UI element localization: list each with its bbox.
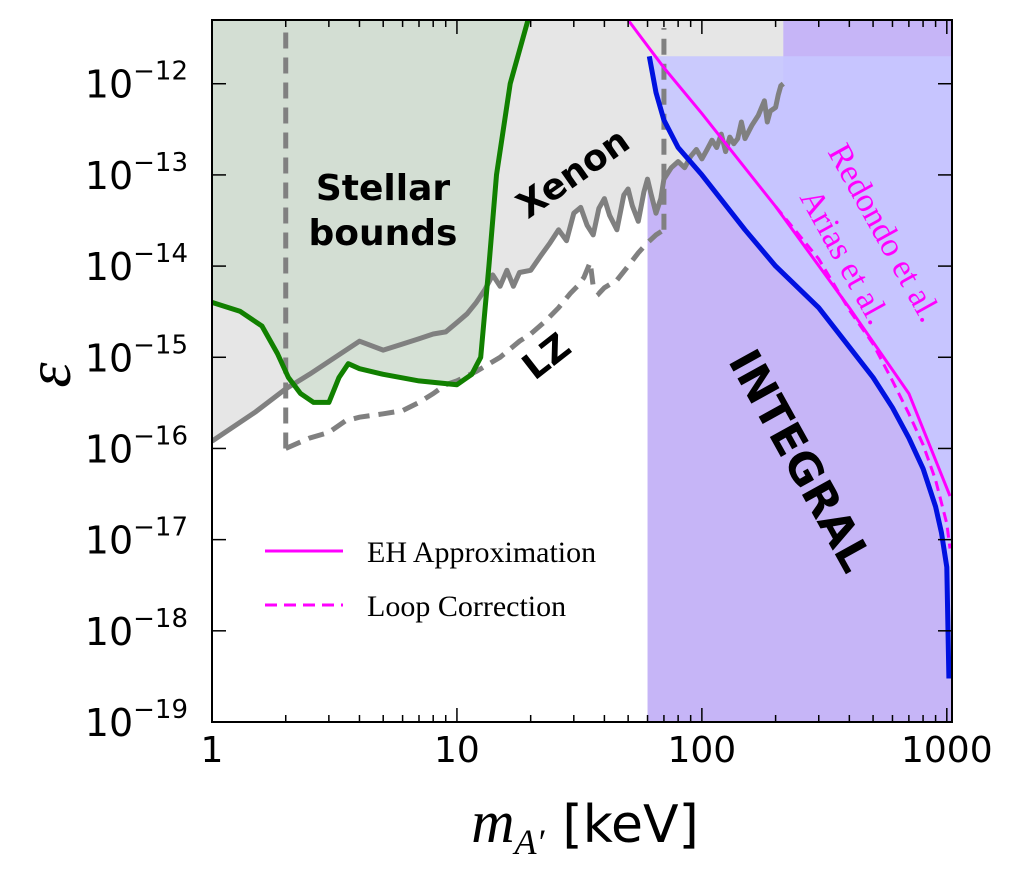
x-axis-label: mA′ [keV] — [471, 789, 699, 862]
y-tick-label: 10−19 — [85, 695, 188, 745]
legend: EH Approximation Loop Correction — [265, 536, 596, 623]
lz-annotation: LZ — [515, 326, 579, 389]
legend-label-eh: EH Approximation — [367, 536, 596, 569]
y-axis-label: ε — [13, 362, 84, 388]
integral-curve — [646, 55, 952, 679]
x-axis-label-subscript: A′ — [513, 822, 546, 862]
y-tick-labels: 10−12 10−13 10−14 10−15 10−16 10−17 10−18 10−19 — [85, 57, 188, 745]
y-tick-label: 10−14 — [85, 239, 188, 289]
x-tick-label: 100 — [668, 730, 737, 771]
x-tick-label: 1000 — [901, 730, 993, 771]
x-tick-labels: 1 10 100 1000 — [201, 730, 993, 771]
x-tick-label: 10 — [434, 730, 480, 771]
x-tick-label: 1 — [201, 730, 224, 771]
y-tick-label: 10−16 — [85, 421, 188, 471]
stellar-annotation-line1: Stellar — [316, 168, 451, 209]
y-tick-label: 10−15 — [85, 330, 188, 380]
integral-excluded-region — [649, 56, 952, 679]
y-tick-label: 10−18 — [85, 604, 188, 654]
stellar-excluded-region — [212, 20, 528, 403]
axis-ticks — [211, 20, 952, 723]
y-tick-label: 10−17 — [85, 513, 188, 563]
xenon-curve — [212, 81, 785, 444]
y-tick-label: 10−12 — [85, 57, 188, 107]
x-axis-label-symbol: m — [471, 789, 514, 855]
plot-area — [212, 20, 952, 722]
y-tick-label: 10−13 — [85, 148, 188, 198]
legend-label-loop: Loop Correction — [367, 590, 566, 623]
loop-correction-curve — [774, 205, 952, 549]
stellar-bounds-curve — [212, 20, 531, 405]
stellar-annotation-line2: bounds — [309, 213, 458, 254]
plot-frame — [211, 19, 953, 723]
lz-curve — [284, 227, 666, 451]
x-axis-label-unit: [keV] — [562, 795, 698, 855]
